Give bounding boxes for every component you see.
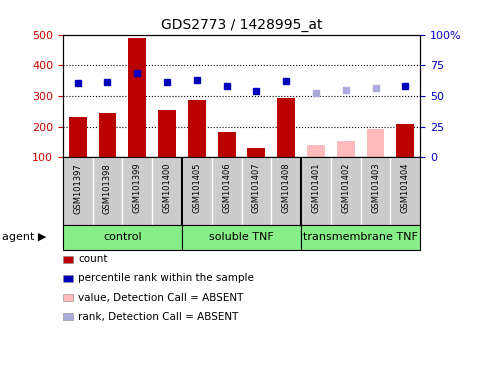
Text: GSM101399: GSM101399: [133, 163, 142, 214]
Text: GSM101405: GSM101405: [192, 163, 201, 214]
Text: agent ▶: agent ▶: [2, 232, 47, 242]
Bar: [188, 100, 206, 157]
Bar: [307, 145, 325, 157]
Bar: [128, 38, 146, 157]
Bar: [397, 124, 414, 157]
Text: GSM101408: GSM101408: [282, 163, 291, 214]
Bar: [218, 132, 236, 157]
FancyBboxPatch shape: [182, 225, 301, 250]
Text: value, Detection Call = ABSENT: value, Detection Call = ABSENT: [78, 293, 243, 303]
Text: soluble TNF: soluble TNF: [209, 232, 274, 242]
Text: GSM101406: GSM101406: [222, 163, 231, 214]
FancyBboxPatch shape: [301, 225, 420, 250]
Text: GSM101398: GSM101398: [103, 163, 112, 214]
Bar: [99, 113, 116, 157]
Bar: [277, 98, 295, 157]
Bar: [247, 148, 265, 157]
Text: transmembrane TNF: transmembrane TNF: [303, 232, 418, 242]
Text: GSM101402: GSM101402: [341, 163, 350, 214]
Bar: [337, 141, 355, 157]
Text: percentile rank within the sample: percentile rank within the sample: [78, 273, 254, 283]
Text: count: count: [78, 254, 108, 264]
Title: GDS2773 / 1428995_at: GDS2773 / 1428995_at: [161, 18, 322, 32]
Text: GSM101404: GSM101404: [401, 163, 410, 214]
Text: control: control: [103, 232, 142, 242]
Bar: [158, 109, 176, 157]
Text: GSM101403: GSM101403: [371, 163, 380, 214]
Text: GSM101400: GSM101400: [163, 163, 171, 214]
Bar: [69, 117, 86, 157]
Text: rank, Detection Call = ABSENT: rank, Detection Call = ABSENT: [78, 312, 239, 322]
FancyBboxPatch shape: [63, 225, 182, 250]
Text: GSM101407: GSM101407: [252, 163, 261, 214]
Text: GSM101401: GSM101401: [312, 163, 320, 214]
Bar: [367, 129, 384, 157]
Text: GSM101397: GSM101397: [73, 163, 82, 214]
